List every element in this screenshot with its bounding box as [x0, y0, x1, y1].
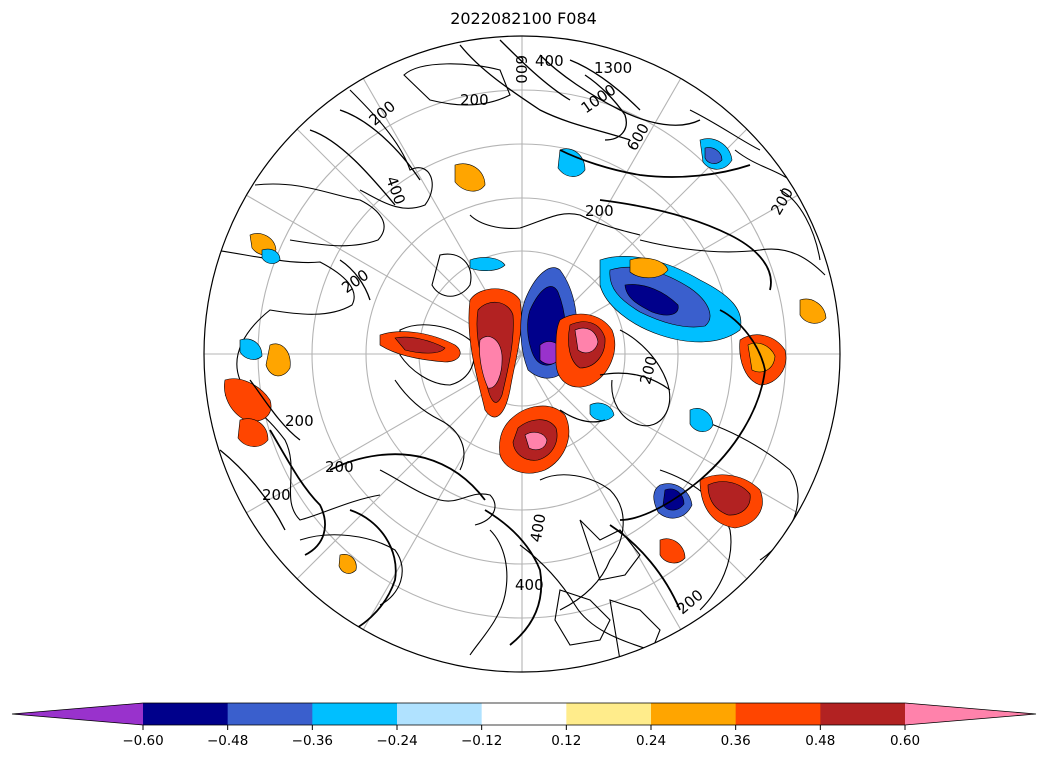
- contour-label: 200: [285, 412, 314, 430]
- colorbar-bin: [312, 703, 398, 725]
- colorbar-tick-label: 0.24: [636, 733, 666, 749]
- colorbar-bin: [735, 703, 821, 725]
- colorbar-tick-label: 0.12: [551, 733, 581, 749]
- colorbar-bins: [11, 702, 1037, 726]
- shading: [224, 138, 827, 574]
- contour-label: 200: [585, 202, 614, 220]
- colorbar-tick-label: 0.48: [805, 733, 835, 749]
- contour-label: 200: [325, 458, 354, 476]
- colorbar-tick-label: 0.60: [890, 733, 920, 749]
- height-contours: [219, 39, 772, 646]
- polar-map: 200 400 600 1000 1300 200 400 200 200 20…: [203, 35, 841, 673]
- colorbar-tick-label: −0.60: [122, 733, 163, 749]
- coastlines: [214, 63, 826, 661]
- contour-label: 400: [515, 576, 544, 594]
- colorbar: −0.60 −0.48 −0.36 −0.24 −0.12 0.12 0.24 0.36 0.4…: [11, 702, 1037, 749]
- colorbar-tick-label: −0.24: [376, 733, 417, 749]
- contour-label: 600: [512, 55, 530, 84]
- colorbar-extend-high: [905, 703, 1036, 725]
- colorbar-bin: [227, 703, 313, 725]
- colorbar-tick-label: −0.48: [207, 733, 248, 749]
- colorbar-bin: [143, 703, 229, 725]
- map-title: 2022082100 F084: [450, 9, 597, 28]
- colorbar-tick-label: −0.12: [461, 733, 502, 749]
- colorbar-tick-label: −0.36: [292, 733, 333, 749]
- map-boundary: [203, 35, 841, 673]
- colorbar-ticks: −0.60 −0.48 −0.36 −0.24 −0.12 0.12 0.24 0.36 0.4…: [122, 725, 920, 749]
- contour-label: 400: [527, 512, 550, 543]
- contour-label: 1300: [594, 59, 632, 77]
- colorbar-bin: [651, 703, 737, 725]
- colorbar-extend-low: [12, 703, 143, 725]
- colorbar-bin: [820, 703, 906, 725]
- colorbar-bin: [566, 703, 652, 725]
- colorbar-tick-label: 0.36: [721, 733, 751, 749]
- colorbar-bin: [397, 703, 483, 725]
- contour-label: 200: [262, 486, 291, 504]
- colorbar-bin: [481, 703, 567, 725]
- contour-label: 400: [535, 52, 564, 70]
- contour-label: 200: [460, 91, 489, 109]
